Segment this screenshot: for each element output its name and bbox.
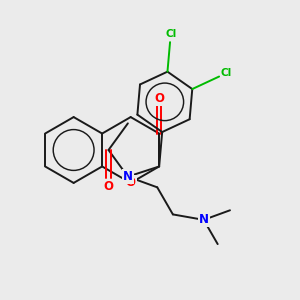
Text: O: O xyxy=(154,92,164,105)
Text: O: O xyxy=(103,180,113,193)
Text: Cl: Cl xyxy=(221,68,232,78)
Text: Cl: Cl xyxy=(165,29,176,39)
Text: N: N xyxy=(199,213,209,226)
Text: N: N xyxy=(123,170,133,183)
Text: O: O xyxy=(126,176,136,189)
